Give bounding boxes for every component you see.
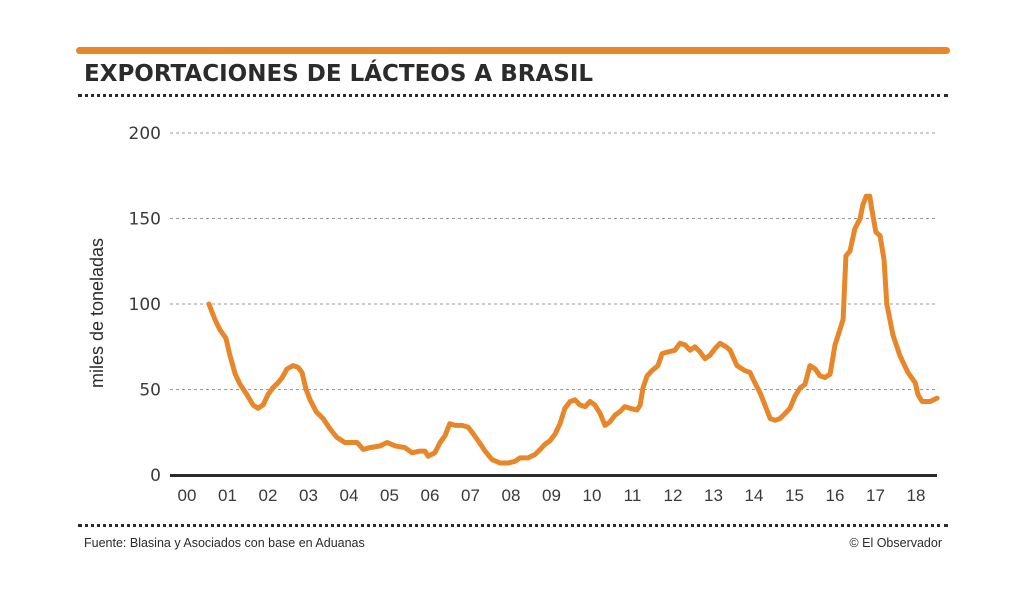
x-tick-label: 03 — [299, 486, 318, 505]
source-note: Fuente: Blasina y Asociados con base en … — [84, 536, 365, 550]
footer-divider — [78, 524, 948, 527]
x-tick-label: 12 — [664, 486, 683, 505]
x-tick-label: 07 — [461, 486, 480, 505]
x-tick-label: 16 — [826, 486, 845, 505]
x-tick-label: 02 — [259, 486, 278, 505]
y-axis-label: miles de toneladas — [87, 238, 107, 388]
y-tick-label: 150 — [129, 210, 161, 230]
x-tick-label: 17 — [866, 486, 885, 505]
y-tick-label: 0 — [150, 466, 161, 486]
x-tick-label: 06 — [421, 486, 440, 505]
x-tick-label: 18 — [907, 486, 926, 505]
x-axis-ticks: 00 01 02 03 04 05 06 07 08 09 10 11 12 13 14 15 16 17 18 — [178, 486, 926, 505]
y-axis-ticks: 0 50 100 150 200 — [129, 124, 161, 486]
x-tick-label: 09 — [542, 486, 561, 505]
x-tick-label: 00 — [178, 486, 197, 505]
x-tick-label: 15 — [785, 486, 804, 505]
title-divider — [78, 94, 948, 97]
gridlines — [170, 132, 937, 390]
x-tick-label: 11 — [624, 486, 642, 505]
series-line — [206, 193, 940, 466]
x-tick-label: 04 — [340, 486, 359, 505]
x-tick-label: 05 — [380, 486, 399, 505]
y-tick-label: 100 — [129, 295, 161, 315]
x-tick-label: 10 — [583, 486, 602, 505]
top-accent-bar — [76, 47, 950, 54]
copyright-credit: © El Observador — [849, 536, 942, 550]
chart-title: EXPORTACIONES DE LÁCTEOS A BRASIL — [84, 61, 594, 87]
x-tick-label: 08 — [502, 486, 521, 505]
x-tick-label: 01 — [218, 486, 237, 505]
y-tick-label: 200 — [129, 124, 161, 144]
x-tick-label: 14 — [745, 486, 764, 505]
x-tick-label: 13 — [704, 486, 723, 505]
y-tick-label: 50 — [139, 381, 161, 401]
